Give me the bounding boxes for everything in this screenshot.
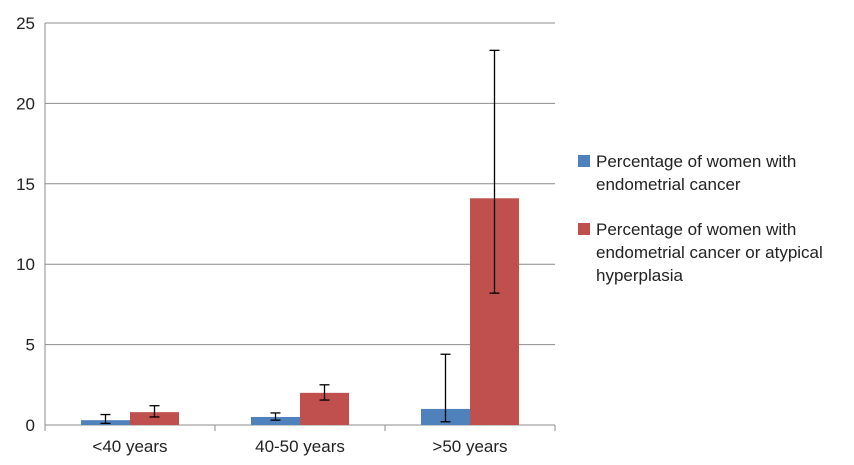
x-tick-label-2: >50 years [432, 437, 507, 456]
legend-swatch-cancer [578, 155, 590, 167]
y-tick-label-15: 15 [16, 175, 35, 194]
y-tick-label-0: 0 [26, 416, 35, 435]
y-tick-label-20: 20 [16, 94, 35, 113]
tick-labels: 0 5 10 15 20 25 <40 years 40-50 years >50 years [16, 14, 507, 456]
y-tick-label-5: 5 [26, 336, 35, 355]
bar-s1-0 [130, 412, 179, 425]
y-tick-label-25: 25 [16, 14, 35, 33]
legend-label-cancer-or-hyperplasia: Percentage of women with endometrial can… [596, 220, 823, 285]
legend-swatch-cancer-or-hyperplasia [578, 223, 590, 235]
bar-s0-1 [251, 416, 300, 425]
error-bars [100, 49, 500, 425]
y-tick-label-10: 10 [16, 255, 35, 274]
bars [81, 198, 519, 425]
legend-item-cancer: Percentage of women with endometrial can… [578, 150, 848, 196]
legend-label-cancer: Percentage of women with endometrial can… [596, 152, 797, 194]
x-tick-label-0: <40 years [92, 437, 167, 456]
chart-legend: Percentage of women with endometrial can… [578, 150, 848, 309]
legend-item-cancer-or-hyperplasia: Percentage of women with endometrial can… [578, 218, 848, 287]
x-tick-label-1: 40-50 years [255, 437, 345, 456]
